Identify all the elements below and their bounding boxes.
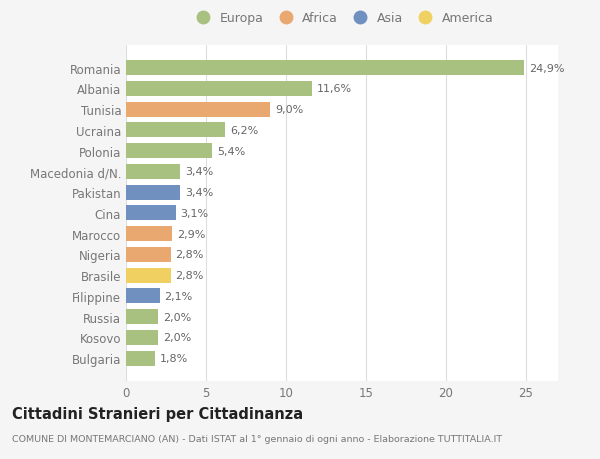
Text: 2,8%: 2,8% — [176, 270, 204, 280]
Bar — [126, 289, 160, 304]
Text: 2,9%: 2,9% — [177, 229, 206, 239]
Text: 6,2%: 6,2% — [230, 126, 258, 136]
Text: 2,0%: 2,0% — [163, 333, 191, 342]
Text: Cittadini Stranieri per Cittadinanza: Cittadini Stranieri per Cittadinanza — [12, 406, 303, 421]
Bar — [126, 102, 270, 118]
Bar — [126, 82, 311, 97]
Bar — [126, 144, 212, 159]
Bar — [126, 61, 524, 76]
Text: 5,4%: 5,4% — [217, 146, 245, 157]
Legend: Europa, Africa, Asia, America: Europa, Africa, Asia, America — [191, 12, 493, 25]
Text: 2,1%: 2,1% — [164, 291, 193, 301]
Text: 11,6%: 11,6% — [316, 84, 352, 94]
Text: 24,9%: 24,9% — [529, 64, 565, 73]
Bar — [126, 185, 181, 200]
Text: 2,0%: 2,0% — [163, 312, 191, 322]
Bar — [126, 165, 181, 179]
Text: 3,1%: 3,1% — [181, 208, 209, 218]
Text: 9,0%: 9,0% — [275, 105, 303, 115]
Bar — [126, 227, 172, 241]
Text: 1,8%: 1,8% — [160, 353, 188, 363]
Text: 3,4%: 3,4% — [185, 167, 214, 177]
Bar — [126, 247, 171, 262]
Bar — [126, 206, 176, 221]
Bar — [126, 351, 155, 366]
Bar — [126, 268, 171, 283]
Text: 2,8%: 2,8% — [176, 250, 204, 260]
Text: 3,4%: 3,4% — [185, 188, 214, 198]
Bar — [126, 309, 158, 325]
Bar — [126, 330, 158, 345]
Bar — [126, 123, 225, 138]
Text: COMUNE DI MONTEMARCIANO (AN) - Dati ISTAT al 1° gennaio di ogni anno - Elaborazi: COMUNE DI MONTEMARCIANO (AN) - Dati ISTA… — [12, 434, 502, 442]
